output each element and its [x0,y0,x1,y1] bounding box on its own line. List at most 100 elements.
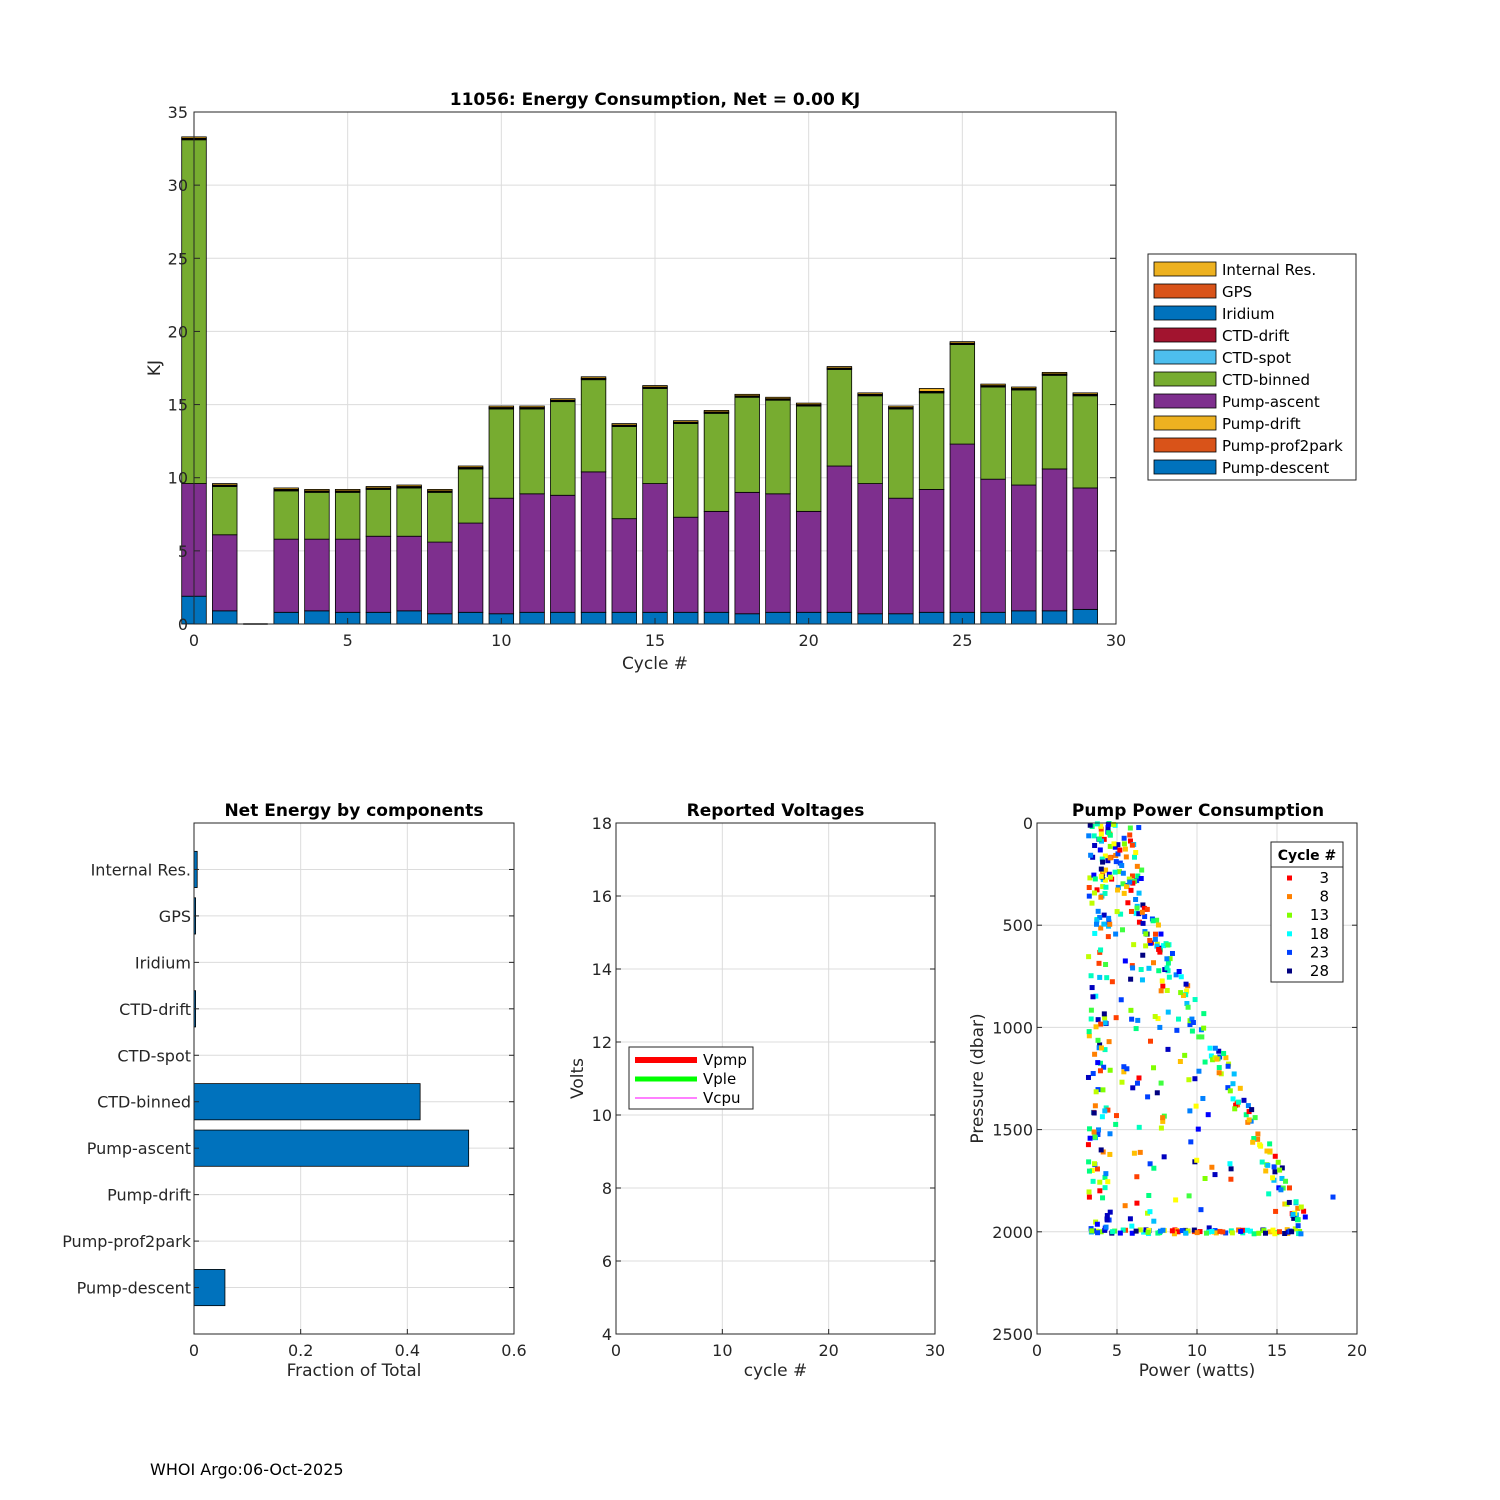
bar-segment-internal-res--cycle-28 [1041,371,1068,375]
y-tick-label: 10 [168,469,188,488]
scatter-point [1091,1161,1097,1167]
scatter-point [1127,825,1133,831]
bar-segment-ctd-binned-cycle-5 [334,491,361,540]
scatter-point [1225,1085,1231,1091]
scatter-point [1258,1143,1264,1149]
bar-segment-pump-descent-cycle-16 [673,611,699,625]
scatter-point [1095,1230,1101,1236]
scatter-point [1301,1208,1307,1214]
scatter-point [1159,978,1165,984]
scatter-point [1261,1228,1267,1234]
scatter-point [1233,1102,1239,1108]
scatter-point [1105,1179,1111,1185]
scatter-point [1105,858,1111,864]
bar-segment-internal-res--cycle-22 [857,392,883,395]
bar-segment-ctd-binned-cycle-25 [949,344,976,445]
x-tick-label: 30 [1106,631,1126,650]
scatter-point [1100,859,1106,865]
bar-segment-pump-ascent-cycle-21 [826,465,853,613]
scatter-point [1295,1223,1301,1229]
x-tick-label: 0.4 [395,1341,420,1360]
bar-segment-ctd-binned-cycle-22 [857,395,883,484]
x-tick-label: 20 [798,631,818,650]
bar-segment-pump-descent-cycle-18 [734,613,760,625]
scatter-point [1098,826,1104,832]
scatter-point [1106,915,1112,921]
scatter-point [1152,1014,1158,1020]
scatter-point [1119,862,1125,868]
scatter-point [1113,859,1119,865]
scatter-point [1120,870,1126,876]
bar-segment-ctd-binned-cycle-29 [1072,395,1098,489]
bar-segment-pump-descent-cycle-1 [212,610,238,625]
scatter-point [1097,914,1103,920]
scatter-point [1107,832,1113,838]
bar-segment-ctd-binned-cycle-15 [642,388,668,484]
legend-swatch [1153,349,1217,365]
scatter-point [1097,1188,1103,1194]
scatter-point [1278,1187,1284,1193]
scatter-point [1262,1230,1268,1236]
chart-title: Pump Power Consumption [1072,801,1324,821]
scatter-point [1165,1009,1171,1015]
bar-segment-pump-descent-cycle-28 [1041,610,1068,625]
legend-marker [1287,912,1292,918]
scatter-point [1107,1151,1113,1157]
scatter-point [1093,921,1099,927]
scatter-point [1195,1126,1201,1132]
bar-segment-pump-descent-cycle-19 [765,611,791,625]
scatter-point [1186,1193,1192,1199]
scatter-point [1127,832,1133,838]
y-tick-label: 15 [168,396,188,415]
scatter-point [1102,1174,1108,1180]
scatter-point [1136,1075,1142,1081]
scatter-point [1145,1094,1151,1100]
bar-segment-ctd-binned-cycle-11 [519,408,545,495]
bar-segment-pump-descent-cycle-8 [427,613,453,625]
scatter-point [1093,993,1099,999]
y-tick-label: 1000 [992,1018,1033,1037]
scatter-point [1209,1228,1215,1234]
scatter-point [1146,1192,1152,1198]
scatter-point [1121,835,1127,841]
x-axis-label: Fraction of Total [287,1361,422,1381]
bar-segment-internal-res--cycle-23 [888,405,914,408]
legend-label: Pump-descent [1222,459,1329,477]
scatter-point [1112,869,1118,875]
bar-segment-pump-ascent-cycle-18 [734,491,760,615]
bar-segment-internal-res--cycle-15 [642,385,668,388]
scatter-point [1087,1126,1093,1132]
x-tick-label: 5 [343,631,353,650]
scatter-point [1249,1107,1255,1113]
scatter-point [1104,1217,1110,1223]
bar-segment-pump-ascent-cycle-20 [795,510,822,613]
scatter-point [1092,1103,1098,1109]
scatter-point [1124,1066,1130,1072]
scatter-point [1214,1056,1220,1062]
scatter-point [1192,1076,1198,1082]
scatter-point [1088,973,1094,979]
y-tick-label: 2000 [992,1223,1033,1242]
legend-marker [1287,875,1292,881]
bar-segment-pump-descent-cycle-14 [611,611,637,625]
legend-swatch [1153,305,1217,321]
scatter-point [1136,1124,1142,1130]
scatter-point [1179,1228,1185,1234]
bar-segment-internal-res--cycle-12 [550,398,576,401]
scatter-point [1117,847,1123,853]
y-tick-label: 20 [168,322,188,341]
bar-segment-pump-ascent-cycle-12 [550,494,576,613]
bar-segment-ctd-binned-cycle-27 [1011,389,1037,486]
scatter-point [1128,887,1134,893]
scatter-point [1259,1159,1265,1165]
bar-segment-ctd-binned-cycle-12 [550,401,576,496]
scatter-point [1129,1016,1135,1022]
bar-segment-internal-res--cycle-27 [1011,386,1037,389]
scatter-point [1193,1103,1199,1109]
scatter-point [1133,910,1139,916]
scatter-point [1097,847,1103,853]
x-tick-label: 10 [1187,1341,1207,1360]
scatter-point [1113,1015,1119,1021]
scatter-point [1279,1175,1285,1181]
scatter-point [1105,1107,1111,1113]
